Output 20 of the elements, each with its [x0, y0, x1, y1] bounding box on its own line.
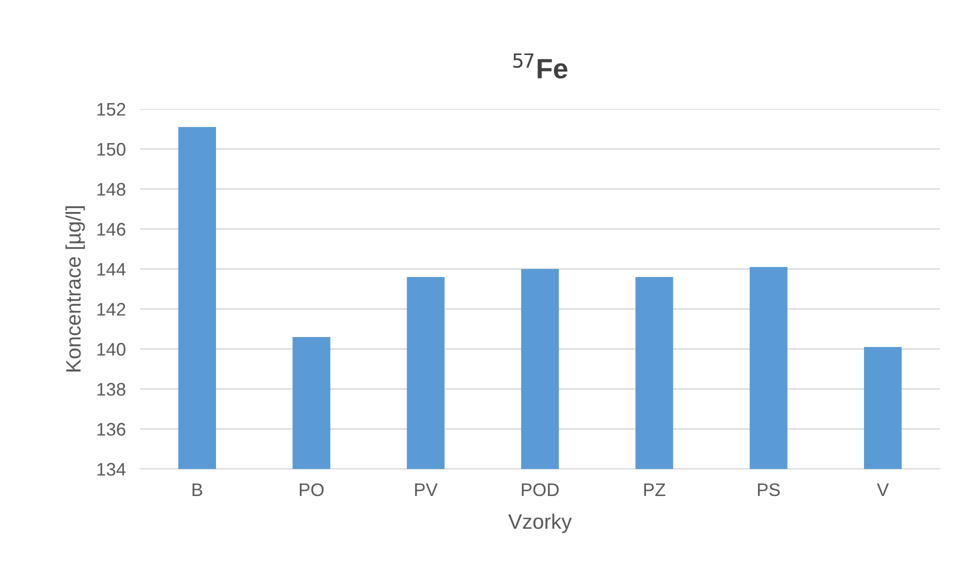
y-tick-label: 142 — [97, 302, 126, 316]
x-tick-label: PV — [415, 484, 438, 496]
y-tick-label: 146 — [97, 222, 126, 236]
y-tick-label: 134 — [97, 462, 126, 476]
y-tick-label: 138 — [97, 382, 126, 396]
chart-title: $^{57}$Fe — [513, 53, 568, 79]
x-tick-label: B — [192, 484, 202, 496]
x-tick-label: V — [876, 484, 889, 496]
y-tick-label: 150 — [97, 142, 126, 156]
x-tick-label: PS — [758, 483, 780, 496]
y-axis-title: Koncentrace [µg/l] — [65, 206, 85, 372]
x-tick-label: PZ — [644, 484, 666, 496]
x-tick-label: POD — [522, 483, 559, 496]
y-tick-label: 140 — [97, 342, 126, 356]
x-axis-title: Vzorky — [508, 514, 572, 534]
y-tick-label: 136 — [97, 422, 126, 436]
x-tick-label: PO — [300, 483, 324, 496]
y-tick-label: 148 — [97, 182, 126, 196]
y-tick-label: 152 — [97, 102, 126, 116]
y-tick-label: 144 — [97, 263, 126, 276]
